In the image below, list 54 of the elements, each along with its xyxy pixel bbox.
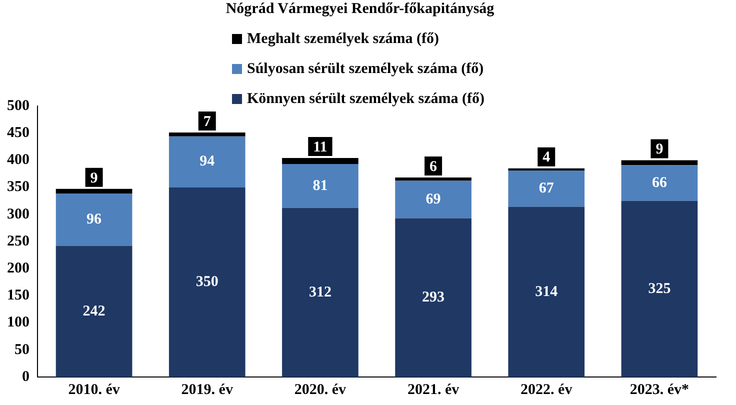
y-tick-label: 100 [7, 314, 30, 331]
x-tick-label: 2023. év* [630, 382, 690, 398]
data-label: 293 [422, 289, 445, 306]
bar [168, 132, 246, 136]
y-tick-label: 50 [14, 342, 30, 358]
data-label: 4 [542, 150, 551, 166]
bar [282, 158, 358, 164]
y-tick-label: 250 [7, 233, 30, 250]
chart-title: Nógrád Vármegyei Rendőr-főkapitányság [226, 0, 495, 17]
y-tick-label: 150 [7, 288, 30, 304]
bar [508, 170, 585, 207]
legend-label: Súlyosan sérült személyek száma (fő) [247, 60, 484, 78]
y-tick-label: 400 [7, 152, 30, 168]
bar [508, 206, 585, 377]
bar [621, 200, 698, 377]
x-tick-label: 2022. év [520, 382, 573, 398]
y-tick-label: 0 [22, 368, 30, 385]
bar [621, 165, 698, 201]
data-label: 94 [200, 154, 216, 170]
data-label: 9 [656, 142, 664, 158]
data-label: 9 [90, 170, 98, 186]
data-label: 6 [430, 158, 438, 175]
bar [168, 187, 246, 377]
data-label: 325 [648, 280, 671, 297]
data-label: 96 [86, 212, 102, 228]
bar [168, 136, 246, 188]
bar [395, 178, 472, 181]
data-label: 81 [312, 178, 328, 194]
bar [56, 246, 132, 377]
bar [282, 208, 358, 377]
bar [282, 164, 358, 208]
data-label: 350 [196, 274, 218, 290]
data-label: 312 [308, 284, 332, 300]
data-label: 7 [203, 114, 212, 130]
y-tick-label: 300 [7, 206, 30, 222]
x-tick-label: 2019. év [181, 382, 234, 398]
y-tick-label: 200 [7, 260, 30, 276]
data-label: 66 [652, 174, 668, 191]
data-label: 314 [535, 284, 558, 300]
data-label: 69 [426, 191, 441, 208]
data-label: 242 [82, 303, 106, 320]
data-label: 11 [313, 139, 328, 156]
bar [395, 218, 472, 377]
y-tick-label: 500 [7, 98, 30, 114]
legend-label: Meghalt személyek száma (fő) [247, 30, 440, 48]
data-label: 67 [538, 180, 554, 197]
x-tick-label: 2020. év [294, 382, 347, 398]
bar [56, 194, 132, 246]
x-tick-label: 2010. év [68, 382, 120, 398]
bar [395, 180, 472, 218]
y-tick-label: 450 [7, 124, 30, 141]
x-tick-label: 2021. év [407, 382, 460, 398]
y-tick-label: 350 [7, 179, 30, 196]
legend-label: Könnyen sérült személyek száma (fő) [247, 90, 484, 108]
